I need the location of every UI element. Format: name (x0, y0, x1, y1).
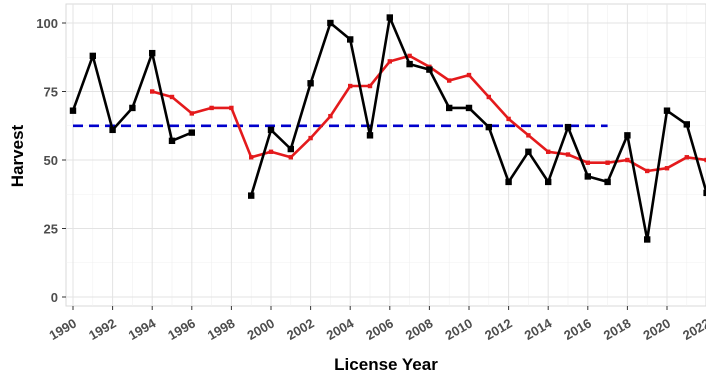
data-point-square (604, 178, 611, 186)
data-point-small (189, 111, 194, 116)
x-tick-label: 2020 (641, 315, 674, 342)
x-tick-label: 2016 (561, 315, 594, 342)
data-point-square (703, 189, 706, 197)
x-tick-label: 1990 (47, 315, 80, 342)
data-point-small (288, 155, 293, 160)
data-point-square (446, 104, 453, 112)
data-point-square (327, 19, 334, 27)
data-point-small (664, 166, 670, 171)
data-point-square (129, 104, 136, 112)
data-point-small (348, 83, 353, 89)
x-tick-label: 2018 (601, 315, 634, 342)
data-point-square (248, 192, 255, 199)
data-point-square (149, 49, 156, 57)
x-tick-label: 2000 (245, 315, 278, 342)
data-point-square (188, 129, 195, 136)
data-point-square (426, 66, 433, 73)
y-tick-label: 0 (51, 290, 58, 305)
data-point-square (663, 107, 671, 114)
data-point-small (367, 83, 373, 89)
data-point-square (644, 236, 651, 243)
x-axis-title: License Year (334, 355, 438, 374)
data-point-square (564, 123, 572, 131)
x-tick-label: 2010 (443, 315, 476, 342)
y-tick-label: 75 (44, 85, 58, 100)
x-tick-label: 1998 (205, 315, 238, 342)
x-tick-label: 2006 (363, 315, 396, 342)
data-point-square (287, 145, 294, 153)
data-point-small (506, 116, 511, 122)
data-point-small (209, 105, 214, 111)
data-point-small (447, 78, 452, 83)
data-point-small (150, 89, 155, 94)
y-tick-label: 25 (44, 222, 58, 237)
data-point-small (249, 155, 254, 160)
data-point-square (69, 107, 77, 114)
y-tick-label: 100 (36, 16, 58, 31)
data-point-square (584, 173, 591, 180)
data-point-small (565, 152, 571, 157)
data-point-square (683, 121, 690, 128)
data-point-small (546, 149, 551, 154)
data-point-square (347, 36, 354, 43)
data-point-small (486, 94, 491, 100)
data-point-square (624, 132, 631, 139)
data-point-small (308, 135, 313, 141)
data-point-small (704, 157, 706, 163)
data-point-square (267, 126, 275, 134)
data-point-square (168, 137, 176, 145)
x-tick-label: 2008 (403, 315, 436, 342)
x-tick-label: 2014 (522, 315, 555, 343)
x-tick-label: 2022 (680, 315, 706, 342)
data-point-square (366, 132, 374, 139)
data-point-small (169, 94, 175, 100)
data-point-small (328, 113, 333, 119)
data-point-small (605, 160, 610, 165)
data-point-small (526, 133, 531, 138)
data-point-square (545, 178, 552, 186)
data-point-square (525, 148, 532, 155)
series-line (249, 16, 706, 241)
data-point-square (465, 104, 473, 112)
data-point-square (109, 126, 116, 134)
data-point-small (229, 105, 234, 111)
data-point-square (386, 14, 393, 21)
x-tick-label: 1994 (126, 315, 159, 343)
data-point-small (268, 149, 274, 154)
data-point-square (307, 80, 314, 87)
y-tick-label: 50 (44, 153, 58, 168)
data-point-small (625, 157, 630, 163)
data-point-small (387, 59, 392, 64)
x-tick-label: 1992 (86, 315, 119, 342)
data-point-small (585, 160, 590, 165)
data-point-small (407, 53, 412, 59)
series-layer (69, 14, 706, 243)
data-point-small (684, 155, 689, 160)
x-tick-label: 2004 (324, 315, 357, 343)
data-point-square (406, 60, 413, 68)
y-axis-title: Harvest (8, 124, 27, 187)
x-tick-label: 2002 (284, 315, 317, 342)
data-point-square (485, 123, 492, 131)
data-point-small (645, 168, 650, 174)
plot-panel (65, 3, 706, 307)
data-point-square (89, 52, 96, 60)
data-point-small (466, 72, 472, 78)
x-tick-label: 1996 (165, 315, 198, 342)
data-point-square (505, 178, 512, 186)
x-tick-label: 2012 (482, 315, 515, 342)
